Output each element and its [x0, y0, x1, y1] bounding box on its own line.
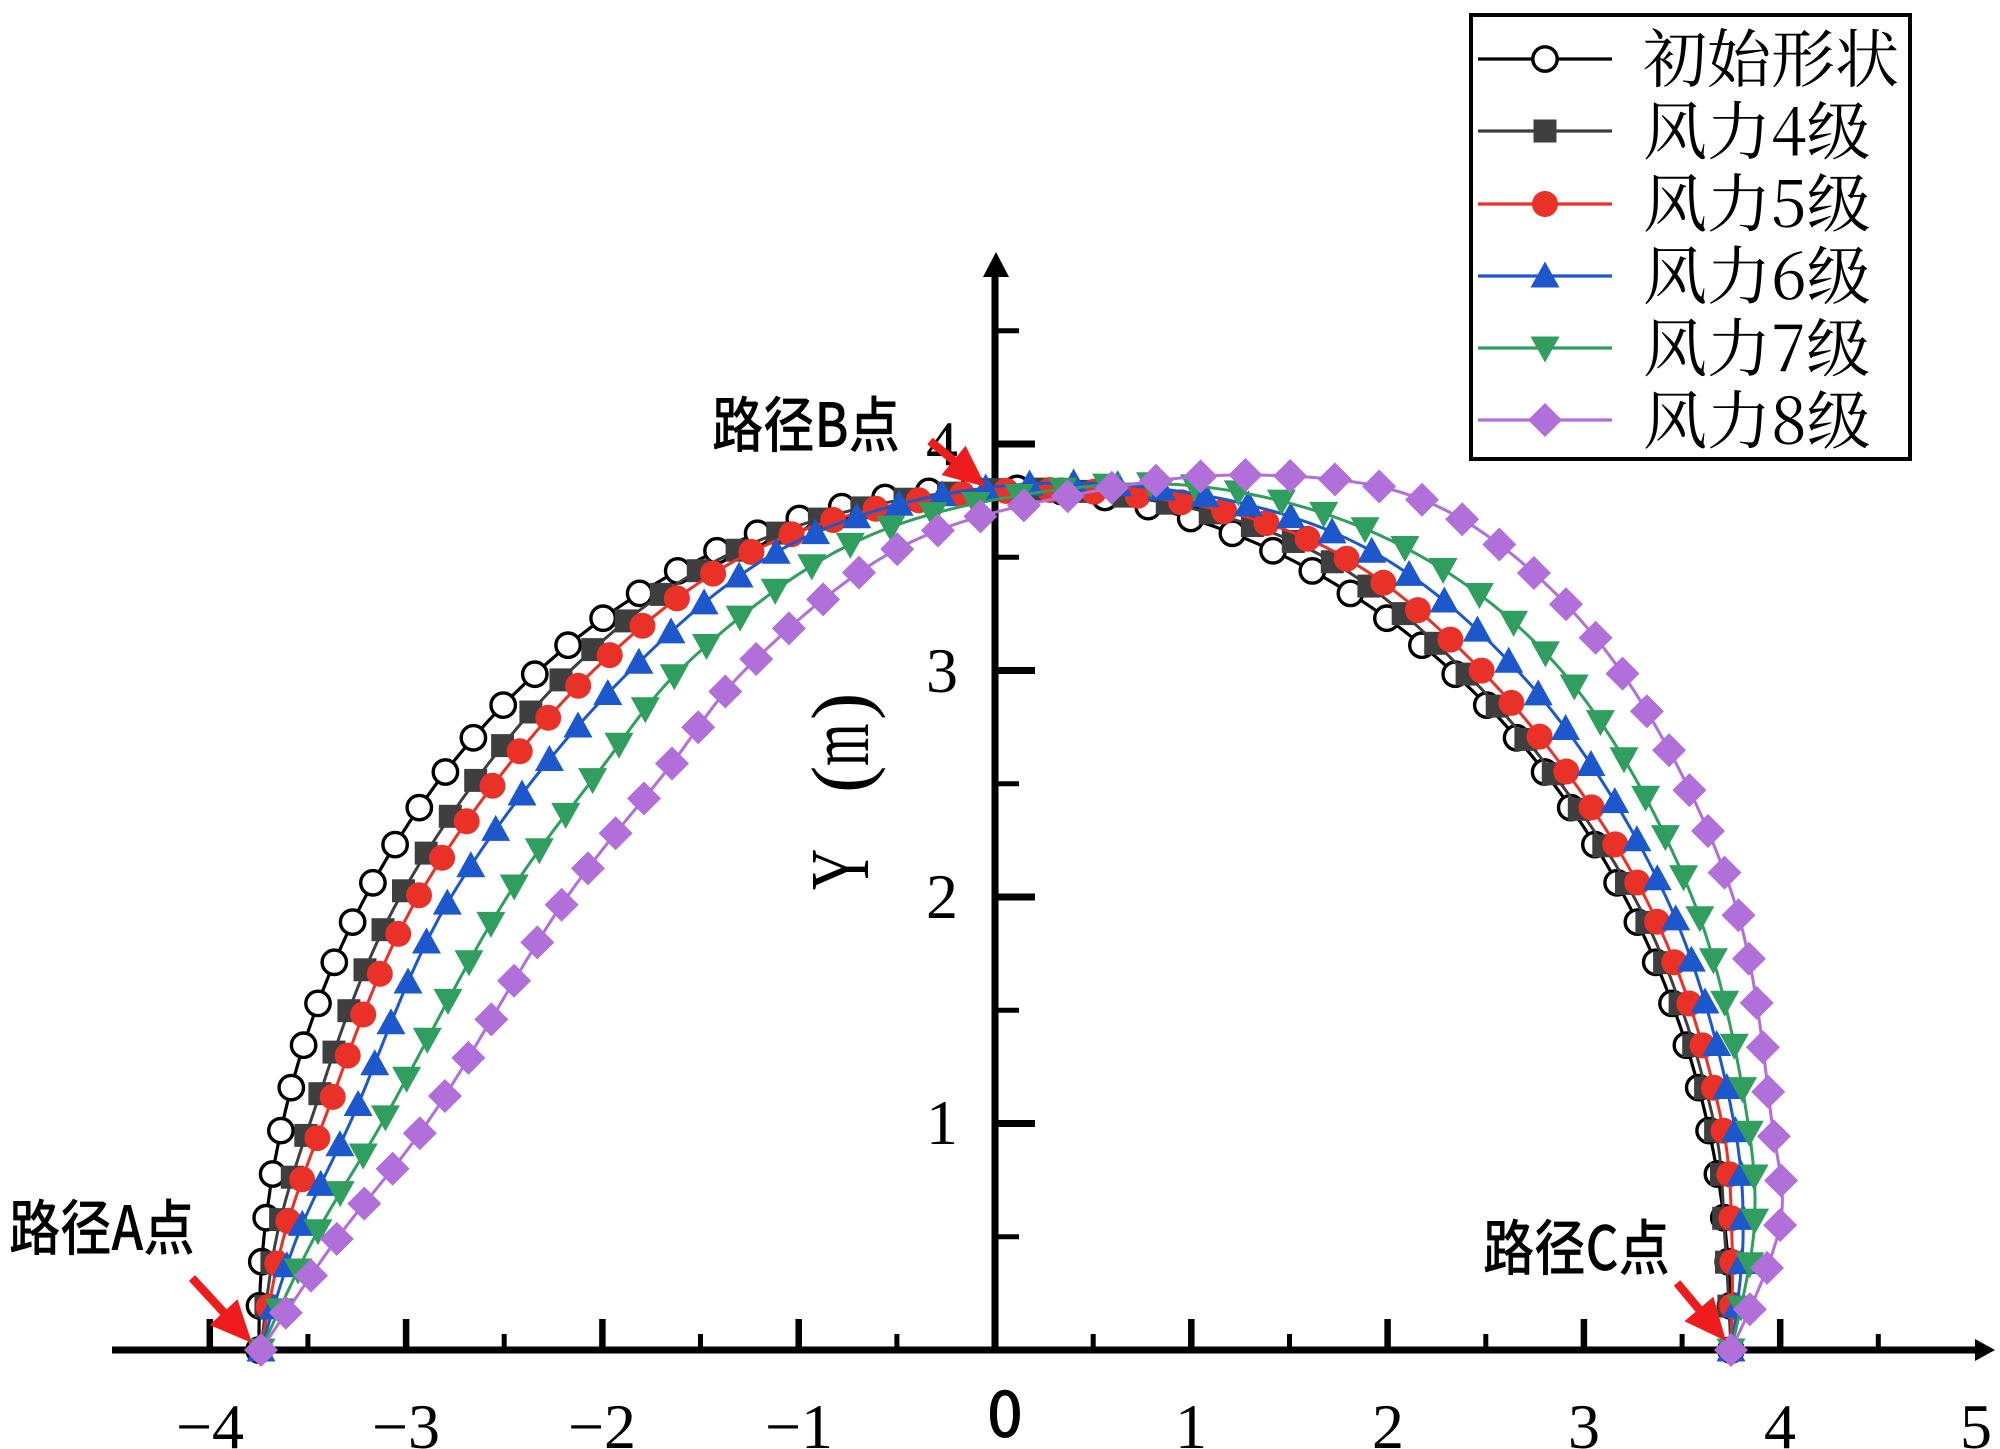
svg-text:3: 3 — [1568, 1391, 1600, 1449]
svg-text:−1: −1 — [765, 1391, 833, 1449]
svg-text:−4: −4 — [176, 1391, 244, 1449]
svg-text:−2: −2 — [568, 1391, 636, 1449]
svg-text:2: 2 — [1372, 1391, 1404, 1449]
svg-text:1: 1 — [1175, 1391, 1207, 1449]
svg-text:−3: −3 — [372, 1391, 440, 1449]
svg-text:2: 2 — [926, 861, 958, 932]
svg-text:5: 5 — [1960, 1391, 1992, 1449]
svg-text:4: 4 — [1764, 1391, 1796, 1449]
svg-text:3: 3 — [926, 635, 958, 706]
svg-text:1: 1 — [926, 1087, 958, 1158]
